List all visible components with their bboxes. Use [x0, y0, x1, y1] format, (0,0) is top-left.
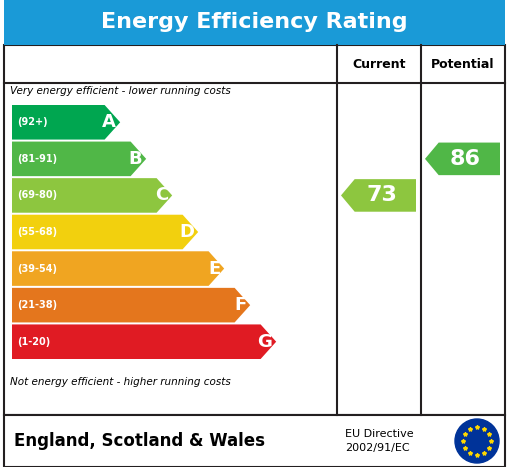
Text: (69-80): (69-80) — [17, 191, 57, 200]
Text: 2002/91/EC: 2002/91/EC — [345, 443, 410, 453]
Text: England, Scotland & Wales: England, Scotland & Wales — [14, 432, 265, 450]
Text: Energy Efficiency Rating: Energy Efficiency Rating — [101, 13, 408, 33]
Bar — [4, 0, 505, 45]
Text: Not energy efficient - higher running costs: Not energy efficient - higher running co… — [10, 377, 231, 387]
Text: E: E — [208, 260, 220, 277]
Text: EU Directive: EU Directive — [345, 429, 414, 439]
Bar — [4, 45, 505, 415]
Text: D: D — [179, 223, 194, 241]
Text: (81-91): (81-91) — [17, 154, 57, 164]
Text: Current: Current — [352, 57, 406, 71]
Polygon shape — [425, 142, 500, 175]
Polygon shape — [12, 251, 224, 286]
Polygon shape — [12, 288, 250, 322]
Polygon shape — [12, 105, 120, 140]
Polygon shape — [12, 325, 276, 359]
Polygon shape — [12, 215, 198, 249]
Text: Potential: Potential — [431, 57, 495, 71]
Text: Very energy efficient - lower running costs: Very energy efficient - lower running co… — [10, 86, 231, 96]
Polygon shape — [341, 179, 416, 212]
Text: C: C — [155, 186, 168, 205]
Circle shape — [455, 419, 499, 463]
Text: 86: 86 — [450, 149, 481, 169]
Text: A: A — [102, 113, 116, 131]
Polygon shape — [12, 142, 146, 176]
Text: (55-68): (55-68) — [17, 227, 57, 237]
Text: F: F — [234, 296, 246, 314]
Text: (21-38): (21-38) — [17, 300, 57, 310]
Text: (92+): (92+) — [17, 117, 48, 127]
Polygon shape — [12, 178, 172, 212]
Text: (1-20): (1-20) — [17, 337, 50, 347]
Text: G: G — [258, 333, 272, 351]
Text: 73: 73 — [366, 185, 397, 205]
Text: B: B — [129, 150, 142, 168]
Bar — [4, 415, 505, 467]
Text: (39-54): (39-54) — [17, 263, 57, 274]
